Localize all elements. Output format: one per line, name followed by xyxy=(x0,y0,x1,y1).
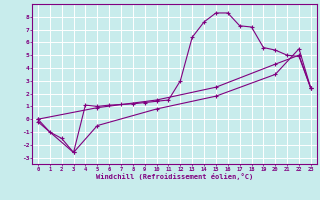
X-axis label: Windchill (Refroidissement éolien,°C): Windchill (Refroidissement éolien,°C) xyxy=(96,173,253,180)
